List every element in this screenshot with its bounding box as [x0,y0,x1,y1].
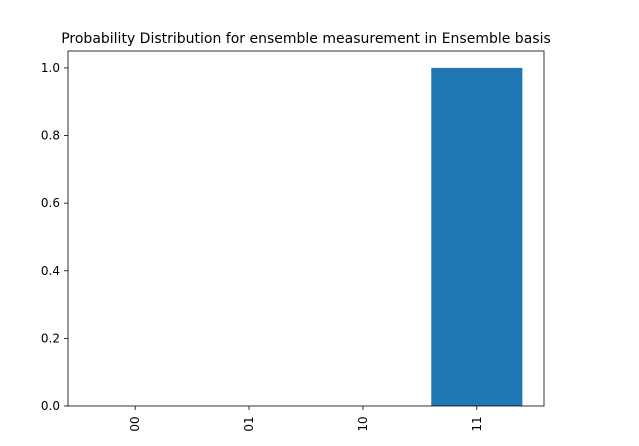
chart-title: Probability Distribution for ensemble me… [61,31,551,47]
y-tick-label: 0.0 [41,399,60,413]
x-tick-label: 00 [128,416,142,431]
y-tick-label: 0.8 [41,129,60,143]
y-tick-label: 1.0 [41,61,60,75]
x-tick-label: 10 [356,416,370,431]
x-tick-label: 01 [242,416,256,431]
plot-frame [67,50,545,407]
y-tick-label: 0.6 [41,196,60,210]
y-tick-label: 0.2 [41,331,60,345]
x-tick-label: 11 [470,416,484,431]
bar [431,67,523,407]
y-tick-label: 0.4 [41,264,60,278]
